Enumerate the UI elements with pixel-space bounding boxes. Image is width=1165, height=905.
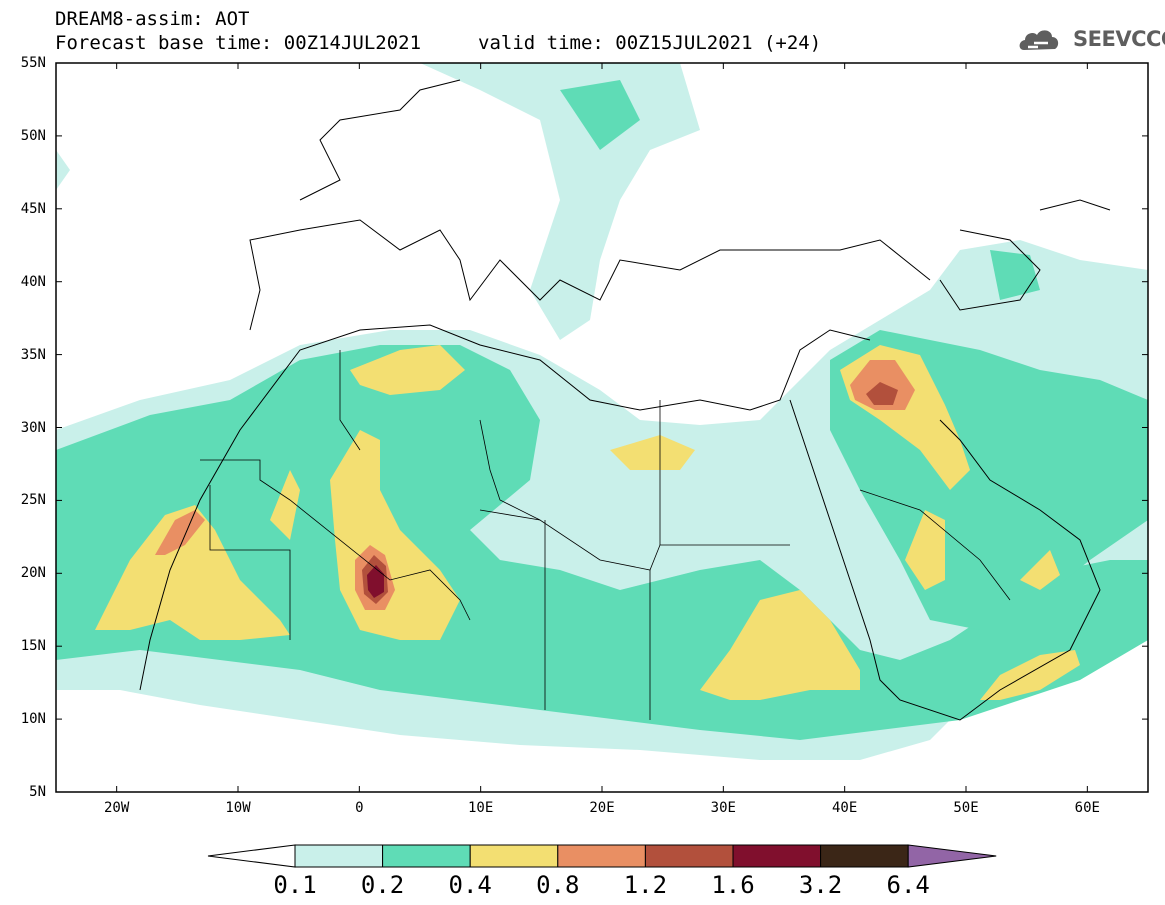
- colorbar-label: 1.6: [711, 871, 755, 899]
- logo-text: SEEVCCC: [1073, 27, 1165, 51]
- colorbar-box: [644, 844, 734, 868]
- lat-label: 5N: [29, 784, 46, 800]
- colorbar-box: [294, 844, 384, 868]
- colorbar-right-arrow: [907, 844, 997, 868]
- forecast-base-time: Forecast base time: 00Z14JUL2021: [55, 32, 422, 54]
- lat-label: 50N: [20, 127, 46, 144]
- aot-shading-1.6: [367, 565, 384, 598]
- colorbar-label: 1.2: [623, 871, 668, 899]
- lat-label: 25N: [20, 492, 46, 509]
- lon-label: 30E: [710, 800, 736, 816]
- lon-label: 20E: [589, 800, 615, 816]
- valid-time: valid time: 00Z15JUL2021 (+24): [478, 32, 822, 54]
- colorbar-label: 0.4: [448, 871, 492, 899]
- colorbar-box: [820, 844, 909, 868]
- chart-title: DREAM8-assim: AOT: [55, 8, 250, 30]
- lat-label: 10N: [20, 711, 46, 728]
- lon-label: 10E: [468, 800, 494, 816]
- coastlines: [139, 79, 1111, 721]
- lon-label: 20W: [104, 800, 130, 816]
- lat-label: 45N: [20, 200, 46, 217]
- colorbar-label: 0.1: [273, 871, 317, 899]
- country-borders: [200, 350, 1011, 720]
- lon-label: 60E: [1074, 800, 1100, 816]
- lat-label: 40N: [20, 273, 46, 290]
- lat-label: 20N: [20, 565, 46, 582]
- colorbar-box: [557, 844, 646, 868]
- lon-label: 50E: [953, 800, 979, 816]
- lat-label: 30N: [20, 419, 46, 436]
- lat-label: 35N: [20, 346, 46, 363]
- colorbar-box: [732, 844, 822, 868]
- lon-label: 40E: [832, 800, 858, 816]
- colorbar-label: 0.2: [360, 871, 405, 899]
- colorbar-label: 6.4: [886, 871, 930, 899]
- colorbar-label: 3.2: [798, 871, 843, 899]
- cloud-icon: [1019, 30, 1059, 50]
- colorbar-label: 0.8: [536, 871, 580, 899]
- aot-shading-0.4: [95, 345, 1080, 700]
- colorbar-box: [469, 844, 559, 868]
- lon-label: 0: [355, 800, 364, 816]
- colorbar-box: [382, 844, 471, 868]
- lat-label: 55N: [20, 55, 46, 71]
- lon-label: 10W: [225, 800, 251, 816]
- lat-label: 15N: [20, 638, 46, 655]
- colorbar-left-arrow: [207, 844, 296, 868]
